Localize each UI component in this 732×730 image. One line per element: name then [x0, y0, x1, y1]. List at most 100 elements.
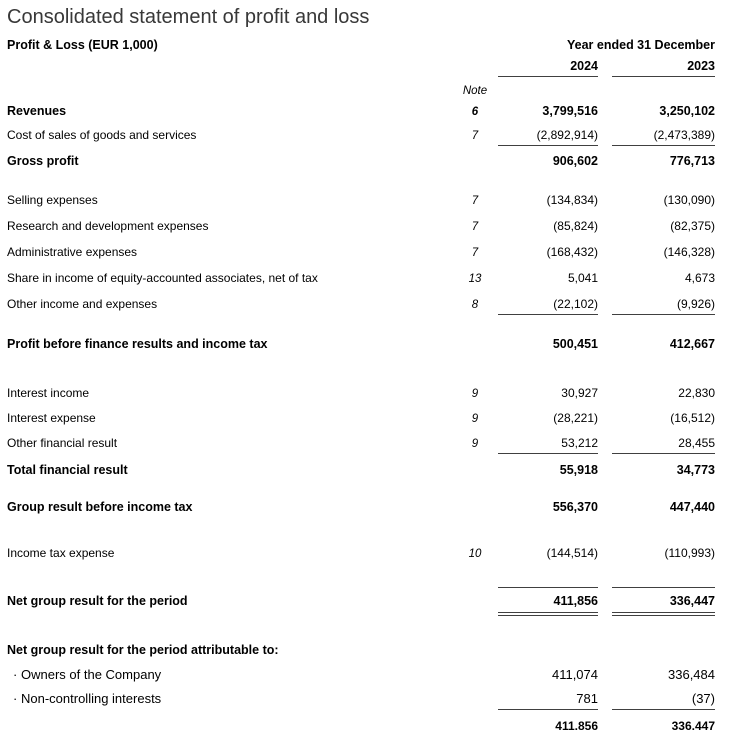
row-note: 9 [471, 438, 479, 450]
row-note: 9 [471, 413, 479, 425]
row-value-2023: (2,473,389) [612, 128, 715, 146]
row-label: Cost of sales of goods and services [7, 128, 197, 142]
row-value-2023: (37) [612, 691, 715, 710]
table-row-selling-expenses: Selling expenses 7 (134,834) (130,090) [7, 193, 715, 209]
row-label: Revenues [7, 104, 67, 118]
row-value-2023: (82,375) [670, 219, 715, 233]
row-label: Total financial result [7, 463, 128, 477]
row-label: Interest expense [7, 411, 96, 425]
row-note: 8 [471, 299, 479, 311]
table-row-income-tax-expense: Income tax expense 10 (144,514) (110,993… [7, 546, 715, 562]
row-value-2024: 781 [498, 691, 598, 710]
row-label: Research and development expenses [7, 219, 209, 233]
row-value-2024: 3,799,516 [542, 104, 598, 118]
table-row-gross-profit: Gross profit 906,602 776,713 [7, 154, 715, 169]
row-value-2023: 412,667 [669, 337, 715, 351]
row-value-2024: 906,602 [552, 154, 598, 168]
row-label: Profit before finance results and income… [7, 337, 268, 351]
table-row-rd-expenses: Research and development expenses 7 (85,… [7, 219, 715, 235]
statement-label: Profit & Loss (EUR 1,000) [7, 38, 158, 52]
table-row-share-in-income-associates: Share in income of equity-accounted asso… [7, 271, 715, 287]
row-label: Gross profit [7, 154, 79, 168]
table-row-group-result-before-tax: Group result before income tax 556,370 4… [7, 500, 715, 515]
row-note: 7 [471, 221, 479, 233]
table-header-row: Profit & Loss (EUR 1,000) Year ended 31 … [7, 38, 715, 53]
row-value-2024: (85,824) [553, 219, 598, 233]
row-label: Non-controlling interests [21, 691, 162, 706]
row-note: 9 [471, 388, 479, 400]
row-value-2023: 447,440 [669, 500, 715, 514]
row-label: Net group result for the period [7, 594, 188, 608]
row-value-2023: (110,993) [664, 546, 715, 560]
row-note: 10 [468, 548, 482, 560]
table-row-attributable-heading: Net group result for the period attribut… [7, 643, 715, 658]
table-row-net-group-result: Net group result for the period 411,856 … [7, 587, 715, 616]
row-value-2024: 55,918 [559, 463, 598, 477]
row-value-2024: 411,856 [498, 719, 598, 730]
row-value-2023: 776,713 [669, 154, 715, 168]
row-note: 7 [471, 247, 479, 259]
row-value-2023: 34,773 [676, 463, 715, 477]
row-value-2024: 411,074 [551, 667, 598, 682]
row-label: Selling expenses [7, 193, 98, 207]
row-label: Other financial result [7, 436, 118, 450]
note-header-row: Note [7, 84, 715, 99]
row-value-2023: (146,328) [663, 245, 715, 259]
column-header-2024: 2024 [498, 59, 598, 77]
row-value-2023: (9,926) [612, 297, 715, 315]
row-value-2023: 28,455 [612, 436, 715, 454]
table-row-total-financial-result: Total financial result 55,918 34,773 [7, 463, 715, 478]
table-row-owners-of-company: · Owners of the Company 411,074 336,484 [7, 667, 715, 683]
row-value-2024: (2,892,914) [498, 128, 598, 146]
row-value-2023: 336,447 [612, 587, 715, 616]
row-value-2023: 22,830 [678, 386, 715, 400]
row-value-2024: 30,927 [561, 386, 598, 400]
row-value-2024: (134,834) [546, 193, 598, 207]
row-label: Owners of the Company [21, 667, 162, 682]
row-note: 7 [471, 130, 479, 142]
row-label: Other income and expenses [7, 297, 158, 311]
row-label: Administrative expenses [7, 245, 138, 259]
table-row-other-income-expenses: Other income and expenses 8 (22,102) (9,… [7, 297, 715, 315]
table-row-cost-of-sales: Cost of sales of goods and services 7 (2… [7, 128, 715, 146]
row-value-2024: 53,212 [498, 436, 598, 454]
bullet-icon: · [13, 667, 18, 682]
row-value-2023: 4,673 [684, 271, 715, 285]
row-value-2024: (22,102) [498, 297, 598, 315]
year-header-row: 2024 2023 [7, 59, 715, 77]
table-row-profit-before-finance: Profit before finance results and income… [7, 337, 715, 352]
row-value-2023: 336,447 [612, 719, 715, 730]
row-label: Group result before income tax [7, 500, 193, 514]
row-note: 6 [471, 106, 479, 118]
row-value-2024: (144,514) [546, 546, 598, 560]
row-value-2024: 500,451 [552, 337, 598, 351]
row-value-2023: (16,512) [670, 411, 715, 425]
table-row-attributable-total: 411,856 336,447 [7, 719, 715, 730]
table-row-other-financial-result: Other financial result 9 53,212 28,455 [7, 436, 715, 454]
bullet-icon: · [13, 691, 18, 706]
row-value-2024: 556,370 [552, 500, 598, 514]
row-value-2024: (28,221) [553, 411, 598, 425]
row-value-2023: 336,484 [668, 667, 715, 682]
table-row-interest-income: Interest income 9 30,927 22,830 [7, 386, 715, 402]
row-value-2024: 411,856 [498, 587, 598, 616]
row-label: Net group result for the period attribut… [7, 643, 279, 657]
table-row-administrative-expenses: Administrative expenses 7 (168,432) (146… [7, 245, 715, 261]
column-header-2023: 2023 [612, 59, 715, 77]
row-value-2023: (130,090) [663, 193, 715, 207]
row-note: 7 [471, 195, 479, 207]
note-column-header: Note [462, 85, 488, 97]
row-value-2024: (168,432) [546, 245, 598, 259]
row-label: Income tax expense [7, 546, 115, 560]
row-label: Interest income [7, 386, 90, 400]
table-row-revenues: Revenues 6 3,799,516 3,250,102 [7, 104, 715, 120]
period-label: Year ended 31 December [567, 38, 715, 52]
row-value-2024: 5,041 [567, 271, 598, 285]
table-row-non-controlling-interests: · Non-controlling interests 781 (37) [7, 691, 715, 710]
row-value-2023: 3,250,102 [659, 104, 715, 118]
row-note: 13 [468, 273, 482, 285]
table-row-interest-expense: Interest expense 9 (28,221) (16,512) [7, 411, 715, 427]
row-label: Share in income of equity-accounted asso… [7, 271, 318, 285]
page-title: Consolidated statement of profit and los… [7, 6, 370, 28]
